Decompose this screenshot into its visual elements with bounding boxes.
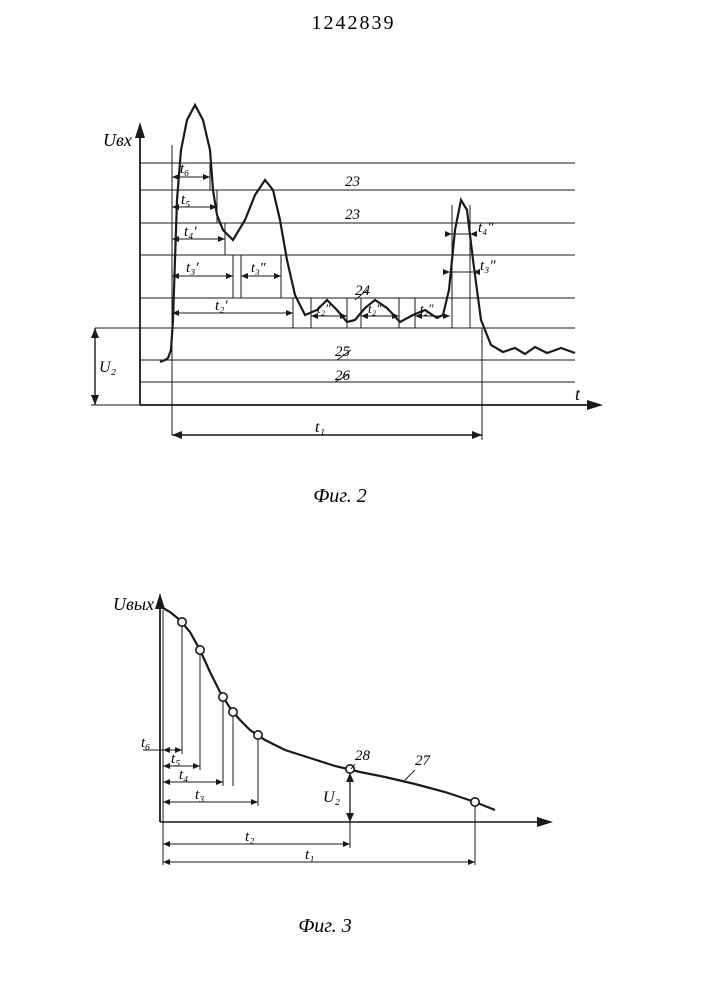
fig3-t3: t₃ bbox=[195, 787, 204, 803]
fig2-num-23a: 23 bbox=[345, 174, 360, 190]
fig2-num-24: 24 bbox=[355, 283, 371, 299]
page: 1242839 Uвх t 23 23 24 25 26 bbox=[0, 0, 707, 1000]
fig2-t1-span: t₁ bbox=[172, 328, 482, 440]
fig2-num-26: 26 bbox=[335, 368, 351, 384]
fig2-t3pp-r: t₃″ bbox=[480, 258, 496, 274]
fig3-lead-27 bbox=[405, 770, 415, 780]
fig2-t2p: t₂′ bbox=[215, 298, 228, 314]
fig3-curve bbox=[163, 608, 495, 810]
fig2-t2pp-1: t₂″ bbox=[317, 301, 331, 316]
figure-2: Uвх t 23 23 24 25 26 bbox=[55, 60, 625, 508]
figure-3-svg: Uвых bbox=[75, 590, 575, 910]
fig2-u2-label: U₂ bbox=[99, 359, 117, 376]
fig2-t5: t₅ bbox=[181, 192, 190, 208]
fig3-t2: t₂ bbox=[245, 829, 254, 845]
fig2-num-23b: 23 bbox=[345, 207, 360, 223]
fig2-x-label: t bbox=[575, 384, 581, 404]
fig2-y-label: Uвх bbox=[103, 130, 132, 150]
fig3-t1: t₁ bbox=[305, 847, 314, 863]
fig3-u2-label: U₂ bbox=[323, 789, 341, 806]
document-number: 1242839 bbox=[0, 12, 707, 35]
fig3-droplines bbox=[163, 610, 475, 865]
figure-3-caption: Фиг. 3 bbox=[75, 915, 575, 938]
fig2-t1-label: t₁ bbox=[315, 419, 325, 436]
fig2-mid-t-spans: t₃″ t₂″ t₂″ t₂″ bbox=[241, 255, 450, 328]
fig2-y-arrow bbox=[135, 122, 145, 138]
fig2-t6: t₆ bbox=[180, 161, 189, 177]
fig3-y-label: Uвых bbox=[113, 594, 154, 614]
fig2-t2pp-3: t₂″ bbox=[420, 301, 434, 316]
fig2-t2pp-2: t₂″ bbox=[368, 301, 382, 316]
fig2-t4p: t₄′ bbox=[184, 224, 197, 240]
fig2-x-arrow bbox=[587, 400, 603, 410]
fig2-t4pp: t₄″ bbox=[478, 220, 494, 236]
fig2-u2-bracket: U₂ bbox=[91, 328, 140, 405]
fig2-t3pp-a: t₃″ bbox=[251, 261, 266, 276]
fig3-t6: t₆ bbox=[141, 735, 150, 751]
figure-3: Uвых bbox=[75, 590, 575, 938]
fig3-num-27: 27 bbox=[415, 753, 432, 769]
fig2-waveform bbox=[160, 105, 575, 362]
fig3-num-28: 28 bbox=[355, 748, 371, 764]
fig3-t5: t₅ bbox=[171, 751, 180, 767]
fig2-left-t-stack: t₆ t₅ t₄′ t₃′ bbox=[172, 145, 293, 435]
fig3-t4: t₄ bbox=[179, 767, 188, 783]
figure-2-caption: Фиг. 2 bbox=[55, 485, 625, 508]
fig3-y-arrow bbox=[155, 593, 165, 609]
fig2-t3p: t₃′ bbox=[186, 260, 199, 276]
fig3-u2: U₂ bbox=[323, 773, 354, 822]
figure-2-svg: Uвх t 23 23 24 25 26 bbox=[55, 60, 625, 480]
fig3-x-arrow bbox=[537, 817, 553, 827]
